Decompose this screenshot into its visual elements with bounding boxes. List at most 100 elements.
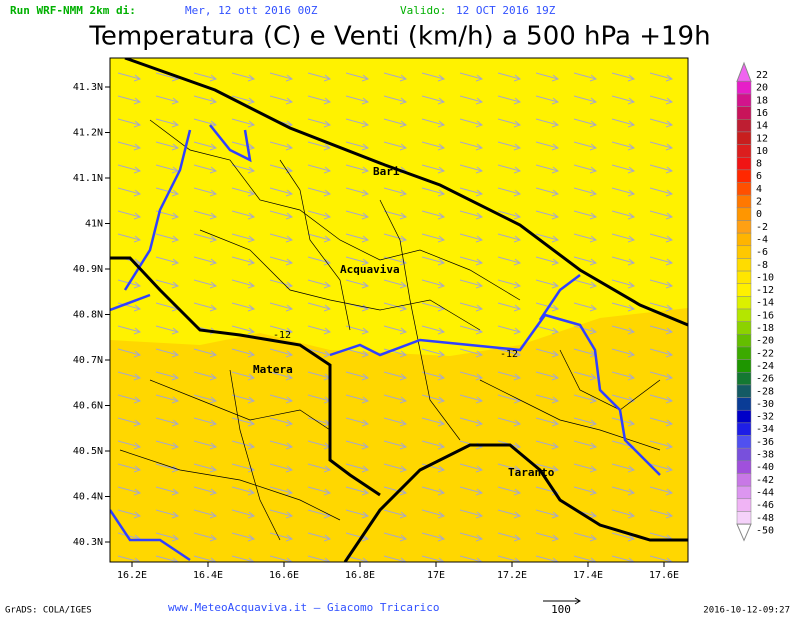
colorbar-box <box>736 346 752 360</box>
axes: 41.3N 41.2N 41.1N 41N 40.9N 40.8N 40.7N 40.6N 40… <box>73 82 679 581</box>
colorbar-label: -18 <box>756 323 774 334</box>
lat-tick-label: 40.4N <box>73 492 103 503</box>
colorbar-box <box>736 169 752 183</box>
colorbar-label: -46 <box>756 500 774 511</box>
colorbar-label: -10 <box>756 272 774 283</box>
lon-tick-label: 17.2E <box>497 570 527 581</box>
colorbar-box <box>736 194 752 209</box>
colorbar-box <box>736 296 752 310</box>
colorbar-label: 18 <box>756 95 768 106</box>
colorbar-label: -4 <box>756 234 768 245</box>
lon-tick-label: 17.6E <box>649 570 679 581</box>
lat-tick-label: 40.3N <box>73 537 103 548</box>
colorbar-box <box>736 93 752 107</box>
colorbar-box <box>736 119 752 133</box>
run-label: Run WRF-NMM 2km di: <box>10 4 136 17</box>
colorbar-box <box>736 334 752 348</box>
colorbar-label: -40 <box>756 462 774 473</box>
vector-scale: 100 <box>551 603 571 616</box>
place-label: Taranto <box>508 466 555 479</box>
lat-tick-label: 41.3N <box>73 82 103 93</box>
lat-tick-label: 41.1N <box>73 173 103 184</box>
colorbar-box <box>736 144 752 158</box>
colorbar-box <box>736 106 752 120</box>
colorbar-label: -8 <box>756 260 768 271</box>
colorbar-box <box>736 182 752 196</box>
footer-site: www.MeteoAcquaviva.it – Giacomo Tricaric… <box>168 601 440 614</box>
colorbar-label: 12 <box>756 133 768 144</box>
colorbar-label: -48 <box>756 513 774 524</box>
colorbar-box <box>736 270 752 284</box>
contour-label: -12 <box>273 330 291 341</box>
colorbar-cap <box>736 61 752 82</box>
colorbar-box <box>736 447 752 462</box>
colorbar-box <box>736 384 752 398</box>
colorbar-box <box>736 460 752 474</box>
colorbar-label: -20 <box>756 336 774 347</box>
lon-tick-label: 17.4E <box>573 570 603 581</box>
colorbar-box <box>736 473 752 487</box>
lon-tick-label: 16.8E <box>345 570 375 581</box>
colorbar-box <box>736 372 752 386</box>
colorbar-cap <box>736 523 752 542</box>
colorbar: 2220181614121086420-2-4-6-8-10-12-14-16-… <box>736 61 774 542</box>
colorbar-label: -16 <box>756 310 774 321</box>
colorbar-label: -22 <box>756 348 774 359</box>
footer-timestamp: 2016-10-12-09:27 <box>703 606 790 616</box>
colorbar-label: 0 <box>756 209 762 220</box>
vector-scale-arrow <box>543 597 581 605</box>
colorbar-label: 14 <box>756 121 768 132</box>
lon-tick-label: 17E <box>427 570 445 581</box>
colorbar-label: -42 <box>756 475 774 486</box>
colorbar-label: -2 <box>756 222 768 233</box>
lon-tick-label: 16.6E <box>269 570 299 581</box>
colorbar-label: -6 <box>756 247 768 258</box>
colorbar-label: -24 <box>756 361 774 372</box>
place-label: Acquaviva <box>340 263 400 276</box>
map-area: Bari Acquaviva Matera Taranto -12 -12 <box>110 58 688 562</box>
colorbar-box <box>736 207 752 221</box>
run-date: Mer, 12 ott 2016 00Z <box>185 4 318 17</box>
lat-tick-label: 40.6N <box>73 401 103 412</box>
colorbar-label: -44 <box>756 487 774 498</box>
colorbar-box <box>736 435 752 449</box>
wind-vectors <box>110 58 688 562</box>
colorbar-label: -14 <box>756 298 774 309</box>
province-borders <box>110 124 661 562</box>
colorbar-label: -26 <box>756 374 774 385</box>
colorbar-box <box>736 232 752 247</box>
place-label: Matera <box>253 363 293 376</box>
lat-tick-label: 41N <box>85 219 103 230</box>
colorbar-box <box>736 156 752 171</box>
lat-tick-label: 40.5N <box>73 446 103 457</box>
colorbar-label: 2 <box>756 197 762 208</box>
place-label: Bari <box>373 165 400 178</box>
colorbar-box <box>736 485 752 500</box>
lat-tick-label: 40.9N <box>73 264 103 275</box>
colorbar-label: -12 <box>756 285 774 296</box>
colorbar-label: 4 <box>756 184 762 195</box>
footer-credit: GrADS: COLA/IGES <box>5 606 92 616</box>
colorbar-label: 10 <box>756 146 768 157</box>
valid-label: Valido: <box>400 4 446 17</box>
colorbar-box <box>736 220 752 234</box>
colorbar-label: -30 <box>756 399 774 410</box>
colorbar-label: -36 <box>756 437 774 448</box>
map-frame <box>109 57 689 563</box>
colorbar-box <box>736 397 752 411</box>
lat-tick-label: 41.2N <box>73 128 103 139</box>
colorbar-label: -32 <box>756 412 774 423</box>
colorbar-box <box>736 409 752 424</box>
colorbar-box <box>736 498 752 512</box>
colorbar-box <box>736 511 752 525</box>
colorbar-box <box>736 258 752 272</box>
coast-and-regions <box>110 58 688 562</box>
municipal-borders <box>119 119 661 541</box>
colorbar-label: -50 <box>756 525 774 536</box>
lat-tick-label: 40.7N <box>73 355 103 366</box>
valid-date: 12 OCT 2016 19Z <box>456 4 556 17</box>
colorbar-label: -34 <box>756 424 774 435</box>
colorbar-box <box>736 81 752 95</box>
colorbar-box <box>736 308 752 322</box>
